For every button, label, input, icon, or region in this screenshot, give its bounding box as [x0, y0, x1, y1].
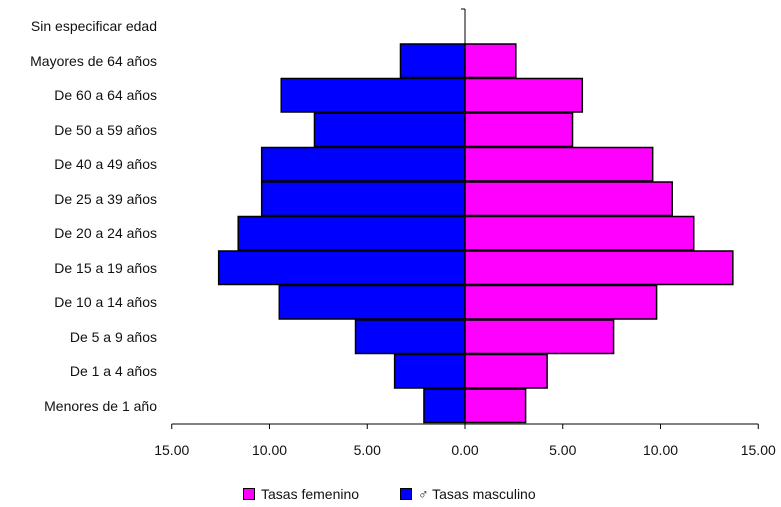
bar-male: [260, 146, 466, 182]
x-tick-label: 15.00: [740, 442, 776, 458]
bar-female: [464, 284, 658, 320]
bar-male: [393, 353, 466, 389]
bar-female: [464, 319, 615, 355]
bar-female: [464, 112, 574, 148]
category-label: Sin especificar edad: [30, 18, 157, 35]
category-label: Mayores de 64 años: [30, 52, 157, 69]
bar-male: [237, 215, 466, 251]
x-tick-label: 10.00: [642, 442, 679, 458]
bars-group: [217, 43, 734, 424]
x-tick-label: 10.00: [251, 442, 288, 458]
category-label: De 1 a 4 años: [69, 363, 157, 380]
category-label: Menores de 1 año: [44, 397, 157, 414]
bar-female: [464, 388, 527, 424]
bar-female: [464, 250, 734, 286]
category-label: De 25 a 39 años: [54, 190, 157, 207]
category-label: De 40 a 49 años: [54, 156, 157, 173]
bar-male: [423, 388, 466, 424]
category-label: De 10 a 14 años: [54, 294, 157, 311]
bar-male: [280, 77, 466, 113]
x-tick-label: 0.00: [451, 442, 479, 458]
x-tick-label: 15.00: [154, 442, 190, 458]
bar-female: [464, 146, 654, 182]
bar-female: [464, 77, 584, 113]
bar-male: [399, 43, 466, 79]
x-tick-label: 5.00: [549, 442, 577, 458]
bar-male: [260, 181, 466, 217]
x-tick-label: 5.00: [353, 442, 381, 458]
bar-female: [464, 215, 695, 251]
bar-male: [313, 112, 466, 148]
bar-female: [464, 181, 673, 217]
category-label: De 60 a 64 años: [54, 87, 157, 104]
bar-male: [217, 250, 466, 286]
bar-male: [354, 319, 466, 355]
bar-female: [464, 353, 548, 389]
bar-female: [464, 43, 517, 79]
category-label: De 5 a 9 años: [69, 328, 157, 345]
category-label: De 20 a 24 años: [54, 225, 157, 242]
legend-swatch-male: [400, 488, 412, 500]
legend: Tasas femenino ♂ Tasas masculino: [0, 486, 781, 506]
legend-swatch-female: [243, 488, 255, 500]
legend-item-male: ♂ Tasas masculino: [400, 486, 536, 502]
bar-male: [278, 284, 466, 320]
x-axis-ticks: [171, 8, 759, 429]
category-label: De 15 a 19 años: [54, 259, 157, 276]
legend-label-male: ♂ Tasas masculino: [418, 486, 536, 502]
category-label: De 50 a 59 años: [54, 121, 157, 138]
legend-item-female: Tasas femenino: [243, 486, 359, 502]
legend-label-female: Tasas femenino: [261, 486, 360, 502]
